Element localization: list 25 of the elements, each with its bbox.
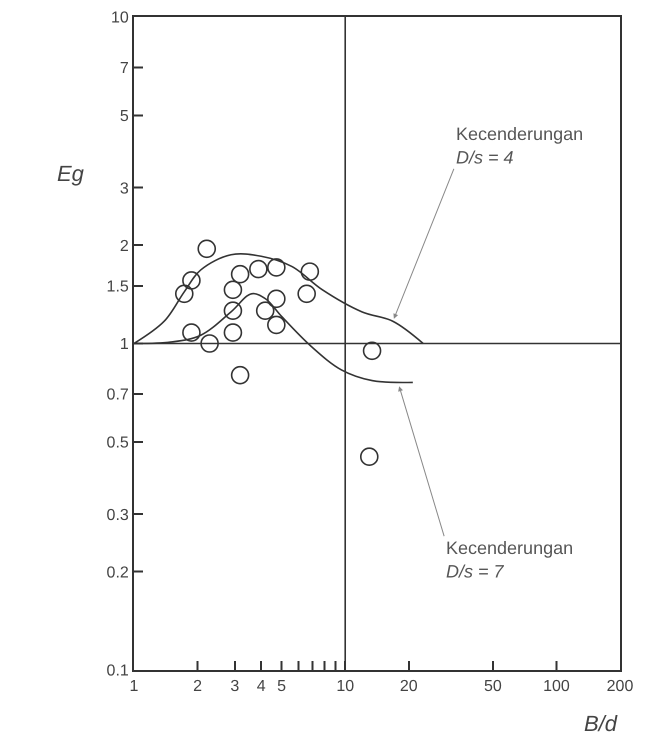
y-tick-label: 0.7 [106, 386, 129, 404]
y-tick-label: 7 [120, 60, 129, 78]
y-tick-label: 5 [120, 108, 129, 125]
y-tick-label: 0.5 [106, 434, 129, 452]
x-tick-label: 4 [256, 678, 266, 696]
y-axis-title: Eg [57, 161, 85, 186]
y-tick-label: 1 [120, 336, 129, 354]
x-tick-label: 20 [400, 678, 418, 696]
y-tick-label: 0.1 [106, 662, 129, 680]
y-tick-label: 1.5 [106, 278, 129, 296]
y-tick-label: 2 [120, 238, 129, 255]
y-tick-label: 10 [111, 10, 129, 27]
x-tick-label: 100 [543, 678, 570, 696]
x-tick-label: 10 [336, 678, 354, 696]
x-tick-label: 200 [606, 678, 634, 696]
annotation: Kecenderungan D/s = 4 [456, 124, 584, 168]
x-tick-label: 3 [230, 678, 240, 696]
x-tick-label: 2 [193, 678, 202, 696]
y-tick-label: 0.2 [106, 564, 129, 582]
x-axis-title: B/d [584, 711, 618, 736]
x-tick-label: 5 [277, 678, 286, 696]
annotation: Kecenderungan D/s = 7 [446, 538, 574, 582]
x-tick-label: 50 [484, 678, 502, 696]
y-tick-label: 3 [120, 180, 129, 198]
y-tick-label: 0.3 [106, 506, 129, 524]
